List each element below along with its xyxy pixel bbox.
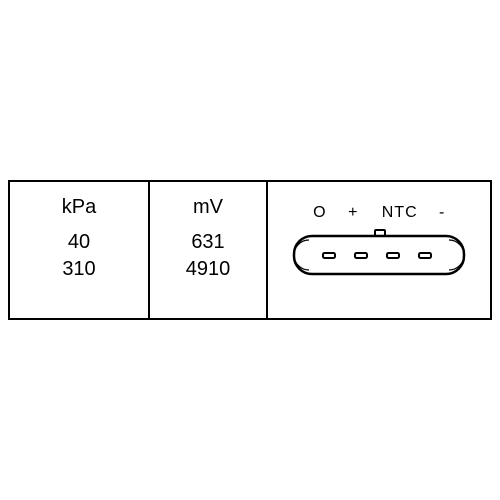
kpa-unit-label: kPa — [62, 196, 96, 219]
mv-value-high: 4910 — [186, 256, 231, 283]
pin-labels: O + NTC - — [268, 204, 490, 222]
kpa-value-low: 40 — [68, 229, 90, 256]
pin-label-1: O — [306, 204, 334, 222]
pin-label-3: NTC — [373, 204, 427, 222]
cell-connector: O + NTC - — [268, 182, 490, 318]
kpa-value-high: 310 — [62, 256, 95, 283]
pin-label-2: + — [339, 204, 367, 222]
cell-mv: mV 631 4910 — [150, 182, 268, 318]
pin-label-4: - — [432, 204, 452, 222]
mv-value-low: 631 — [191, 229, 224, 256]
spec-table: kPa 40 310 mV 631 4910 O + NTC - — [8, 180, 492, 320]
cell-kpa: kPa 40 310 — [10, 182, 150, 318]
connector-icon — [289, 228, 469, 280]
mv-unit-label: mV — [193, 196, 223, 219]
